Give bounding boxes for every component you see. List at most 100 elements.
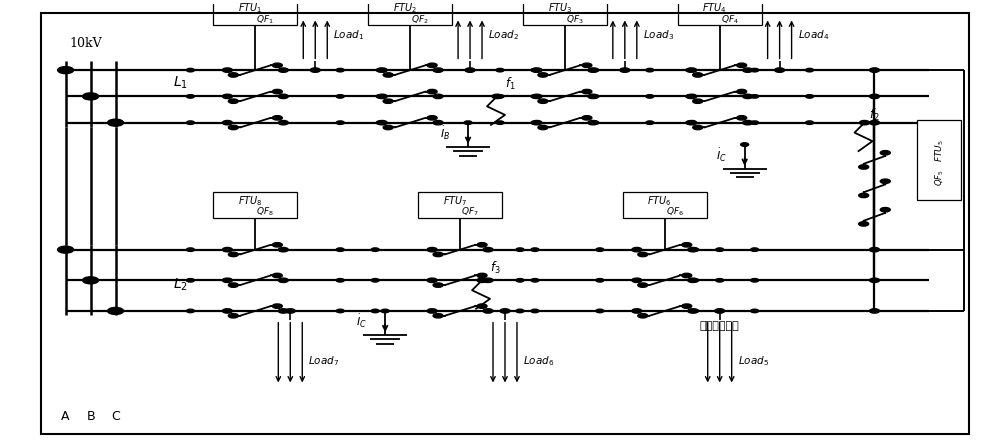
Circle shape [383,73,393,77]
Circle shape [531,248,539,251]
Text: $FTU_{2}$: $FTU_{2}$ [393,2,417,16]
Circle shape [108,307,124,315]
Circle shape [632,278,642,283]
Circle shape [751,68,759,72]
Text: $Load_{6}$: $Load_{6}$ [523,354,554,368]
Circle shape [691,248,699,251]
Circle shape [371,248,379,251]
Circle shape [516,279,524,282]
Circle shape [869,309,879,313]
Circle shape [427,63,437,67]
Circle shape [691,279,699,282]
Circle shape [433,120,443,125]
Circle shape [186,68,194,72]
Text: 联路点断路器: 联路点断路器 [700,321,740,331]
Circle shape [751,248,759,251]
FancyBboxPatch shape [623,192,707,218]
Circle shape [531,121,539,124]
Circle shape [222,309,232,313]
Circle shape [859,165,869,169]
Circle shape [58,66,74,74]
Circle shape [869,120,879,125]
Text: $FTU_{8}$: $FTU_{8}$ [238,194,263,208]
Circle shape [737,63,747,67]
Circle shape [83,93,99,100]
Circle shape [228,125,238,130]
Text: $FTU_{7}$: $FTU_{7}$ [443,194,467,208]
Circle shape [588,68,598,72]
Circle shape [751,121,759,124]
Circle shape [880,207,890,212]
Text: $FTU_{4}$: $FTU_{4}$ [702,2,727,16]
Circle shape [591,121,599,124]
Circle shape [880,151,890,155]
Circle shape [222,120,232,125]
Circle shape [376,95,384,98]
Circle shape [682,304,692,308]
Circle shape [222,278,232,283]
FancyBboxPatch shape [917,120,961,200]
Circle shape [869,68,879,72]
Text: $f_2$: $f_2$ [869,107,880,123]
Circle shape [433,314,443,318]
Circle shape [278,94,288,99]
Circle shape [686,68,694,72]
Text: $QF_{1}$: $QF_{1}$ [256,13,274,26]
Circle shape [427,278,437,283]
Circle shape [376,121,384,124]
Circle shape [682,243,692,247]
Circle shape [693,125,703,130]
Circle shape [870,68,878,72]
Circle shape [58,246,74,253]
Text: $\dot{I}_{C}$: $\dot{I}_{C}$ [356,313,367,330]
Circle shape [582,116,592,120]
Circle shape [591,95,599,98]
Circle shape [806,121,814,124]
Circle shape [532,94,542,99]
Circle shape [646,121,654,124]
Circle shape [716,248,724,251]
Circle shape [186,95,194,98]
FancyBboxPatch shape [213,0,297,25]
Circle shape [741,143,749,146]
Circle shape [310,68,320,72]
Circle shape [433,252,443,256]
Circle shape [531,309,539,313]
Circle shape [383,99,393,103]
Circle shape [278,278,288,283]
Circle shape [228,99,238,103]
Text: $\dot{I}_{B}$: $\dot{I}_{B}$ [440,125,450,142]
Circle shape [880,179,890,183]
Text: $FTU_{1}$: $FTU_{1}$ [238,2,263,16]
Circle shape [427,89,437,94]
Circle shape [716,279,724,282]
Text: $Load_{4}$: $Load_{4}$ [798,28,829,42]
Circle shape [806,68,814,72]
Circle shape [371,279,379,282]
Text: $f_1$: $f_1$ [505,76,516,92]
Circle shape [496,68,504,72]
Circle shape [222,68,232,72]
Circle shape [433,68,443,72]
Circle shape [272,304,282,308]
Circle shape [477,243,487,247]
Text: $Load_{7}$: $Load_{7}$ [308,354,339,368]
Circle shape [336,309,344,313]
Circle shape [477,304,487,308]
Circle shape [531,68,539,72]
Circle shape [687,120,697,125]
Circle shape [538,73,548,77]
Circle shape [336,248,344,251]
Circle shape [716,309,724,313]
Circle shape [336,121,344,124]
Circle shape [687,94,697,99]
Circle shape [477,273,487,278]
Text: $f_3$: $f_3$ [490,260,501,276]
Circle shape [646,95,654,98]
Circle shape [638,314,648,318]
Circle shape [516,248,524,251]
Circle shape [588,120,598,125]
Circle shape [715,309,725,313]
Circle shape [376,68,384,72]
Circle shape [272,63,282,67]
